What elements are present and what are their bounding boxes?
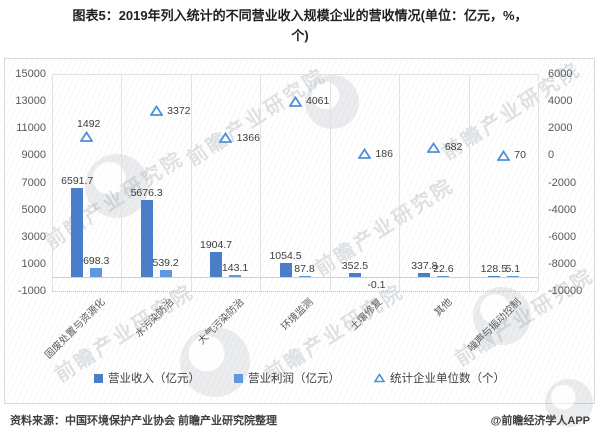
data-label-profit: 539.2 <box>152 257 179 270</box>
left-axis-tick-label: 9000 <box>21 149 46 162</box>
left-axis-tick-label: 13000 <box>15 95 46 108</box>
figure-title: 图表5：2019年列入统计的不同营业收入规模企业的营收情况(单位：亿元，%， 个… <box>8 6 592 46</box>
plot-bottom-border <box>52 291 538 292</box>
triangle-marker-icon <box>496 149 511 167</box>
triangle-marker-icon <box>426 141 441 159</box>
category-separator-line <box>329 74 331 291</box>
chart-area: 前瞻产业研究院 前瞻产业研究院 前瞻产业研究院 前瞻产业研究院 前瞻产业研究院 前瞻产业研… <box>4 58 598 427</box>
category-separator-line <box>121 74 123 291</box>
right-axis-tick-label: 0 <box>548 149 555 162</box>
right-axis-tick-label: -8000 <box>548 257 577 270</box>
left-axis-tick-label: 5000 <box>21 203 46 216</box>
data-label-units: 70 <box>514 149 526 162</box>
data-label-units: 3372 <box>167 104 191 117</box>
triangle-marker-icon <box>374 373 385 383</box>
plot-area: 15000 13000 11000 9000 7000 5000 3000 1000 -1000… <box>5 59 594 403</box>
bar-revenue <box>71 188 84 278</box>
data-label-revenue: 128.5 <box>480 262 507 275</box>
bar-revenue <box>279 263 292 278</box>
data-label-profit: 698.3 <box>83 254 110 267</box>
revenue-swatch-icon <box>94 373 103 383</box>
profit-swatch-icon <box>234 373 243 383</box>
left-axis-tick-label: 1000 <box>21 257 46 270</box>
data-label-profit: -0.1 <box>367 279 386 292</box>
bar-profit <box>229 275 242 278</box>
triangle-marker-icon <box>148 104 164 122</box>
category-separator-line <box>468 74 470 291</box>
bar-profit <box>90 267 103 278</box>
right-axis-tick-label: 4000 <box>548 95 573 108</box>
left-axis-tick-label: 3000 <box>21 230 46 243</box>
bar-profit <box>437 275 450 278</box>
data-label-profit: 22.6 <box>433 262 454 275</box>
data-label-units: 1492 <box>77 118 101 131</box>
category-separator-line <box>538 74 539 291</box>
left-axis-tick-label: 15000 <box>15 68 46 80</box>
triangle-marker-icon <box>218 131 233 149</box>
right-axis-tick-label: -4000 <box>548 203 577 216</box>
watermark-hatch-pattern <box>5 59 594 403</box>
triangle-marker-icon <box>79 130 94 148</box>
category-separator-line <box>52 74 53 291</box>
bar-profit <box>506 275 519 278</box>
data-label-profit: 87.8 <box>294 262 315 275</box>
left-axis-tick-label: -1000 <box>17 285 46 297</box>
bar-profit <box>159 270 172 278</box>
legend-item-profit: 营业利润（亿元） <box>234 370 340 386</box>
credit-note: @前瞻经济学人APP <box>490 415 590 427</box>
bar-revenue <box>348 272 361 278</box>
source-note: 资料来源：中国环境保护产业协会 前瞻产业研究院整理 <box>10 415 278 427</box>
data-label-profit: 5.1 <box>505 262 521 275</box>
category-separator-line <box>190 74 192 291</box>
legend-label-units: 统计企业单位数（个） <box>390 373 505 385</box>
data-label-units: 682 <box>444 141 463 154</box>
category-label: 其他 <box>432 296 455 319</box>
category-label: 土壤修复 <box>348 296 386 333</box>
right-axis-tick-label: -10000 <box>548 285 583 297</box>
legend-label-revenue: 营业收入（亿元） <box>108 373 200 385</box>
data-label-revenue: 1054.5 <box>269 250 302 263</box>
legend-label-profit: 营业利润（亿元） <box>248 373 340 385</box>
figure-title-line2: 个) <box>291 28 309 44</box>
bar-revenue <box>210 251 223 278</box>
data-label-revenue: 5676.3 <box>130 187 163 200</box>
category-label: 噪声与振动控制 <box>466 296 524 355</box>
figure-title-line1: 图表5：2019年列入统计的不同营业收入规模企业的营收情况(单位：亿元，%， <box>72 8 528 23</box>
category-separator-line <box>260 74 262 291</box>
legend: 营业收入（亿元） 营业利润（亿元） 统计企业单位数（个） <box>5 370 594 386</box>
category-label: 环境监测 <box>279 296 316 333</box>
category-separator-line <box>399 74 401 291</box>
data-label-revenue: 337.8 <box>411 259 438 272</box>
triangle-marker-icon <box>287 95 303 113</box>
right-axis-tick-label: -2000 <box>548 176 577 189</box>
category-label: 大气污染防治 <box>195 296 247 348</box>
right-axis-tick-label: 2000 <box>548 122 573 135</box>
left-axis-tick-label: 7000 <box>21 176 46 189</box>
data-label-revenue: 1904.7 <box>200 238 233 251</box>
data-label-units: 186 <box>375 147 393 160</box>
footer: 资料来源：中国环境保护产业协会 前瞻产业研究院整理 @前瞻经济学人APP <box>10 412 590 428</box>
legend-item-revenue: 营业收入（亿元） <box>94 370 200 386</box>
right-axis-tick-label: 6000 <box>548 68 573 80</box>
triangle-marker-icon <box>357 147 372 165</box>
data-label-profit: 143.1 <box>221 262 249 275</box>
right-axis-tick-label: -6000 <box>548 230 577 243</box>
data-label-revenue: 352.5 <box>341 259 369 272</box>
bar-profit <box>298 275 311 278</box>
left-axis-tick-label: 11000 <box>16 122 46 135</box>
category-label: 水污染防治 <box>133 296 177 340</box>
bar-revenue <box>140 200 153 278</box>
bar-revenue <box>487 275 500 278</box>
bar-revenue <box>418 272 431 278</box>
data-label-units: 4061 <box>306 95 330 108</box>
plot-top-border <box>52 74 538 75</box>
legend-item-units: 统计企业单位数（个） <box>374 370 505 386</box>
category-label: 固废处置与资源化 <box>42 296 108 362</box>
data-label-units: 1366 <box>236 131 260 144</box>
zero-line <box>52 277 538 279</box>
data-label-revenue: 6591.7 <box>61 175 94 188</box>
